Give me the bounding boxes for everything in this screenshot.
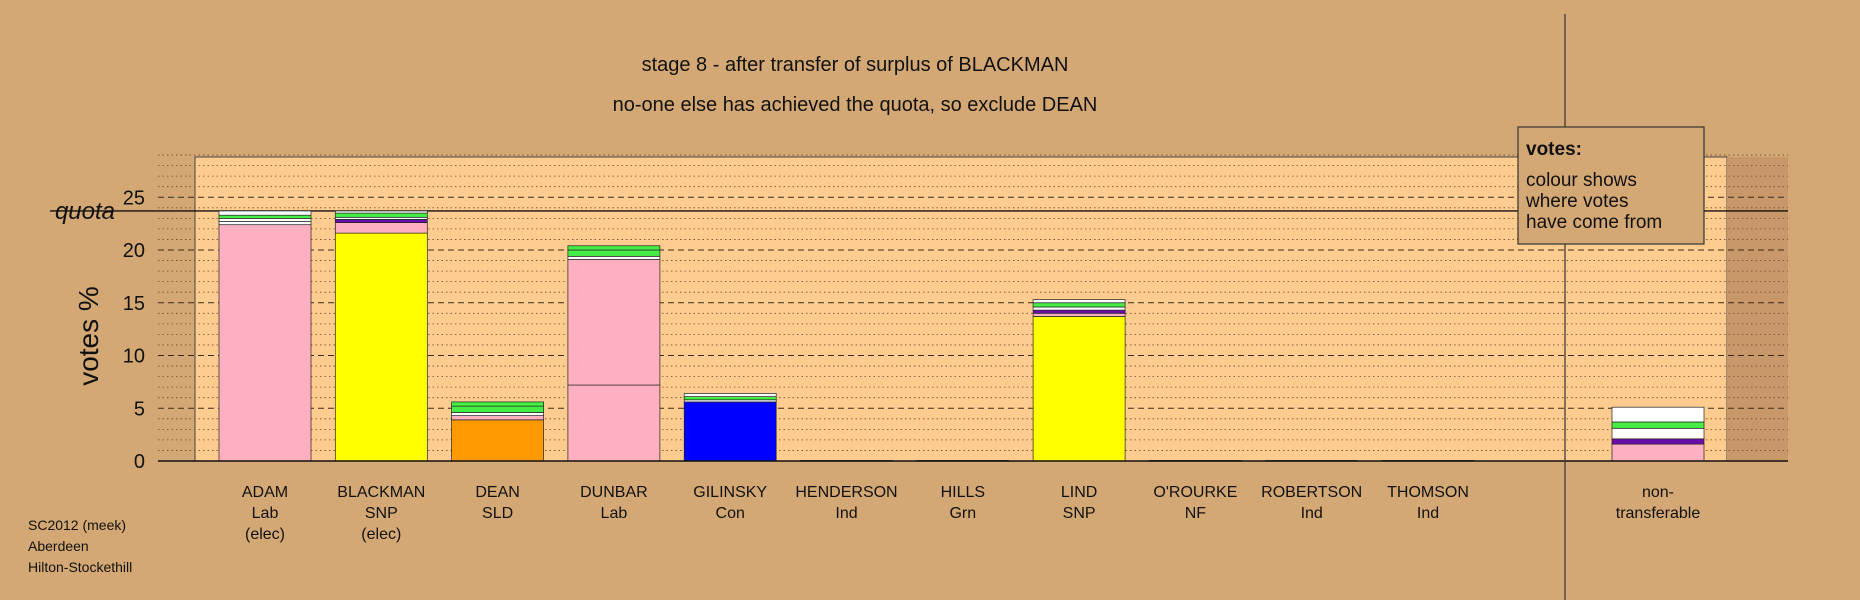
quota-label: quota xyxy=(55,198,115,225)
axes: 0 5 10 15 20 25 xyxy=(123,14,1788,600)
candidate-party-label: Lab xyxy=(601,505,628,522)
candidate-elected-label: (elec) xyxy=(361,526,401,543)
candidate-name-label: HILLS xyxy=(941,484,985,501)
candidate-name-label: DEAN xyxy=(475,484,519,501)
y-tick-label: 0 xyxy=(134,451,145,473)
bar-segment-grn xyxy=(567,249,661,257)
bar-segment-grn xyxy=(567,245,661,251)
candidate-party-label: SNP xyxy=(1063,505,1096,522)
candidate-name-label: DUNBAR xyxy=(580,484,648,501)
bar-segment-sld xyxy=(451,419,544,462)
bar-segment-lab xyxy=(567,384,661,462)
legend-title: votes: xyxy=(1526,139,1582,160)
bar-segment-snp xyxy=(1032,316,1126,462)
legend-line-1: colour shows xyxy=(1526,170,1637,191)
candidate-party-label: Ind xyxy=(835,505,857,522)
bar-segment-con xyxy=(683,401,777,462)
footer-line-3: Hilton-Stockethill xyxy=(28,559,132,575)
footer-line-1: SC2012 (meek) xyxy=(28,517,126,533)
bar-segment-grn xyxy=(1032,302,1126,308)
bar-segment-ind xyxy=(218,221,312,226)
y-tick-label: 25 xyxy=(123,187,145,209)
candidate-name-label: ADAM xyxy=(242,484,288,501)
bar-segment-ind xyxy=(1032,306,1126,311)
candidate-party-label: SNP xyxy=(365,505,398,522)
candidate-name-label: GILINSKY xyxy=(693,484,767,501)
chart-subtitle: no-one else has achieved the quota, so e… xyxy=(613,94,1098,116)
bar-segment-ind xyxy=(218,210,312,216)
bar-segment-grn xyxy=(683,396,777,401)
bar-segment-ind xyxy=(567,255,661,260)
bar-segment-ind xyxy=(1611,406,1705,423)
bar-segment-ind xyxy=(1611,427,1705,440)
bar-dean xyxy=(451,401,544,462)
bar-adam xyxy=(218,210,312,462)
bar-segment-nf xyxy=(1032,309,1126,314)
candidate-party-label: Lab xyxy=(252,505,279,522)
candidate-party-label: Grn xyxy=(949,505,976,522)
bar-segment-lab xyxy=(218,224,312,462)
bar-segment-lab xyxy=(334,222,428,234)
bar-segment-nf xyxy=(1611,438,1705,445)
bar-segment-ind xyxy=(451,412,544,416)
y-tick-label: 15 xyxy=(123,293,145,315)
bar-segment-lab xyxy=(567,259,661,386)
nontransferable-label-1: non- xyxy=(1642,484,1674,501)
candidate-name-label: BLACKMAN xyxy=(337,484,425,501)
footer-line-2: Aberdeen xyxy=(28,538,89,554)
legend-box: votes: colour shows where votes have com… xyxy=(1517,126,1705,245)
bar-segment-grn xyxy=(451,401,544,407)
plot-inner-panel xyxy=(194,156,1728,462)
bar-segment-lab xyxy=(1611,443,1705,462)
bar-segment-grn xyxy=(451,405,544,413)
plot-right-shade xyxy=(1727,157,1788,461)
candidate-elected-label: (elec) xyxy=(245,526,285,543)
bar-segment-snp xyxy=(334,232,428,462)
bar-dunbar xyxy=(567,245,661,462)
candidate-party-label: SLD xyxy=(482,505,513,522)
candidate-party-label: NF xyxy=(1185,505,1207,522)
bar-lind xyxy=(1032,299,1126,462)
bars xyxy=(218,210,1705,462)
chart-title: stage 8 - after transfer of surplus of B… xyxy=(642,54,1069,76)
candidate-party-label: Ind xyxy=(1301,505,1323,522)
candidate-labels: ADAM Lab (elec) BLACKMAN SNP (elec) DEAN SLD DUN… xyxy=(242,484,1700,543)
y-tick-label: 20 xyxy=(123,240,145,262)
bar-segment-ind xyxy=(334,210,428,214)
candidate-name-label: O'ROURKE xyxy=(1153,484,1237,501)
candidate-party-label: Ind xyxy=(1417,505,1439,522)
bar-segment-grn xyxy=(1611,421,1705,429)
bar-gilinsky xyxy=(683,393,777,462)
y-tick-label: 10 xyxy=(123,346,145,368)
y-axis-label: votes % xyxy=(73,286,104,386)
y-tick-label: 5 xyxy=(134,398,145,420)
candidate-name-label: LIND xyxy=(1061,484,1097,501)
plot-panel xyxy=(194,156,1788,462)
legend-line-3: have come from xyxy=(1526,212,1662,233)
nontransferable-label-2: transferable xyxy=(1616,505,1701,522)
bar-segment-lab xyxy=(1032,312,1126,317)
bar-segment-grn xyxy=(334,212,428,218)
bar-segment-ind xyxy=(1032,299,1126,304)
bar-segment-ind xyxy=(683,393,777,397)
candidate-name-label: ROBERTSON xyxy=(1261,484,1362,501)
bar-segment-nf xyxy=(334,219,428,223)
candidate-name-label: HENDERSON xyxy=(795,484,897,501)
bar-segment-ind xyxy=(218,218,312,222)
legend-line-2: where votes xyxy=(1525,191,1628,212)
candidate-name-label: THOMSON xyxy=(1387,484,1469,501)
candidate-party-label: Con xyxy=(716,505,745,522)
bar-blackman xyxy=(334,210,428,462)
bar-segment-grn xyxy=(218,214,312,219)
bar-nontransferable xyxy=(1611,406,1705,462)
bar-segment-lab xyxy=(451,415,544,421)
